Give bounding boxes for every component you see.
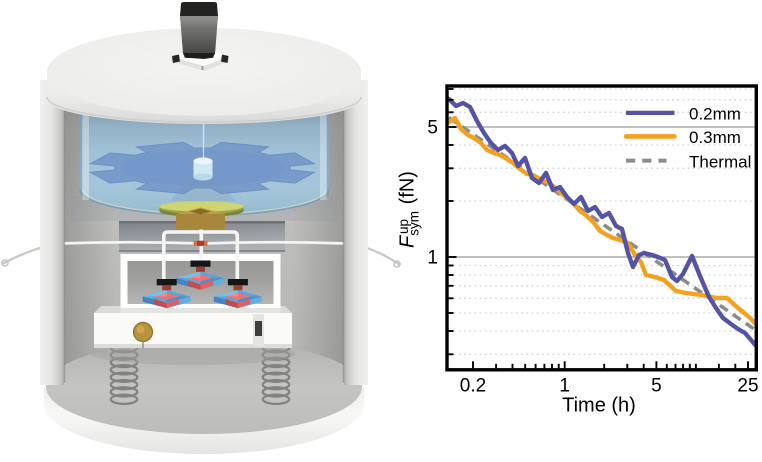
svg-text:5: 5 — [427, 118, 438, 139]
svg-text:0.3mm: 0.3mm — [689, 128, 741, 147]
svg-text:Time (h): Time (h) — [562, 395, 636, 417]
svg-text:Thermal: Thermal — [689, 152, 751, 171]
svg-text:Fsymup (fN): Fsymup (fN) — [396, 171, 422, 248]
svg-text:0.2: 0.2 — [460, 376, 486, 397]
svg-text:1: 1 — [559, 376, 570, 397]
svg-text:25: 25 — [737, 376, 758, 397]
svg-text:5: 5 — [651, 376, 662, 397]
svg-text:1: 1 — [427, 248, 438, 269]
svg-text:0.2mm: 0.2mm — [689, 105, 741, 124]
